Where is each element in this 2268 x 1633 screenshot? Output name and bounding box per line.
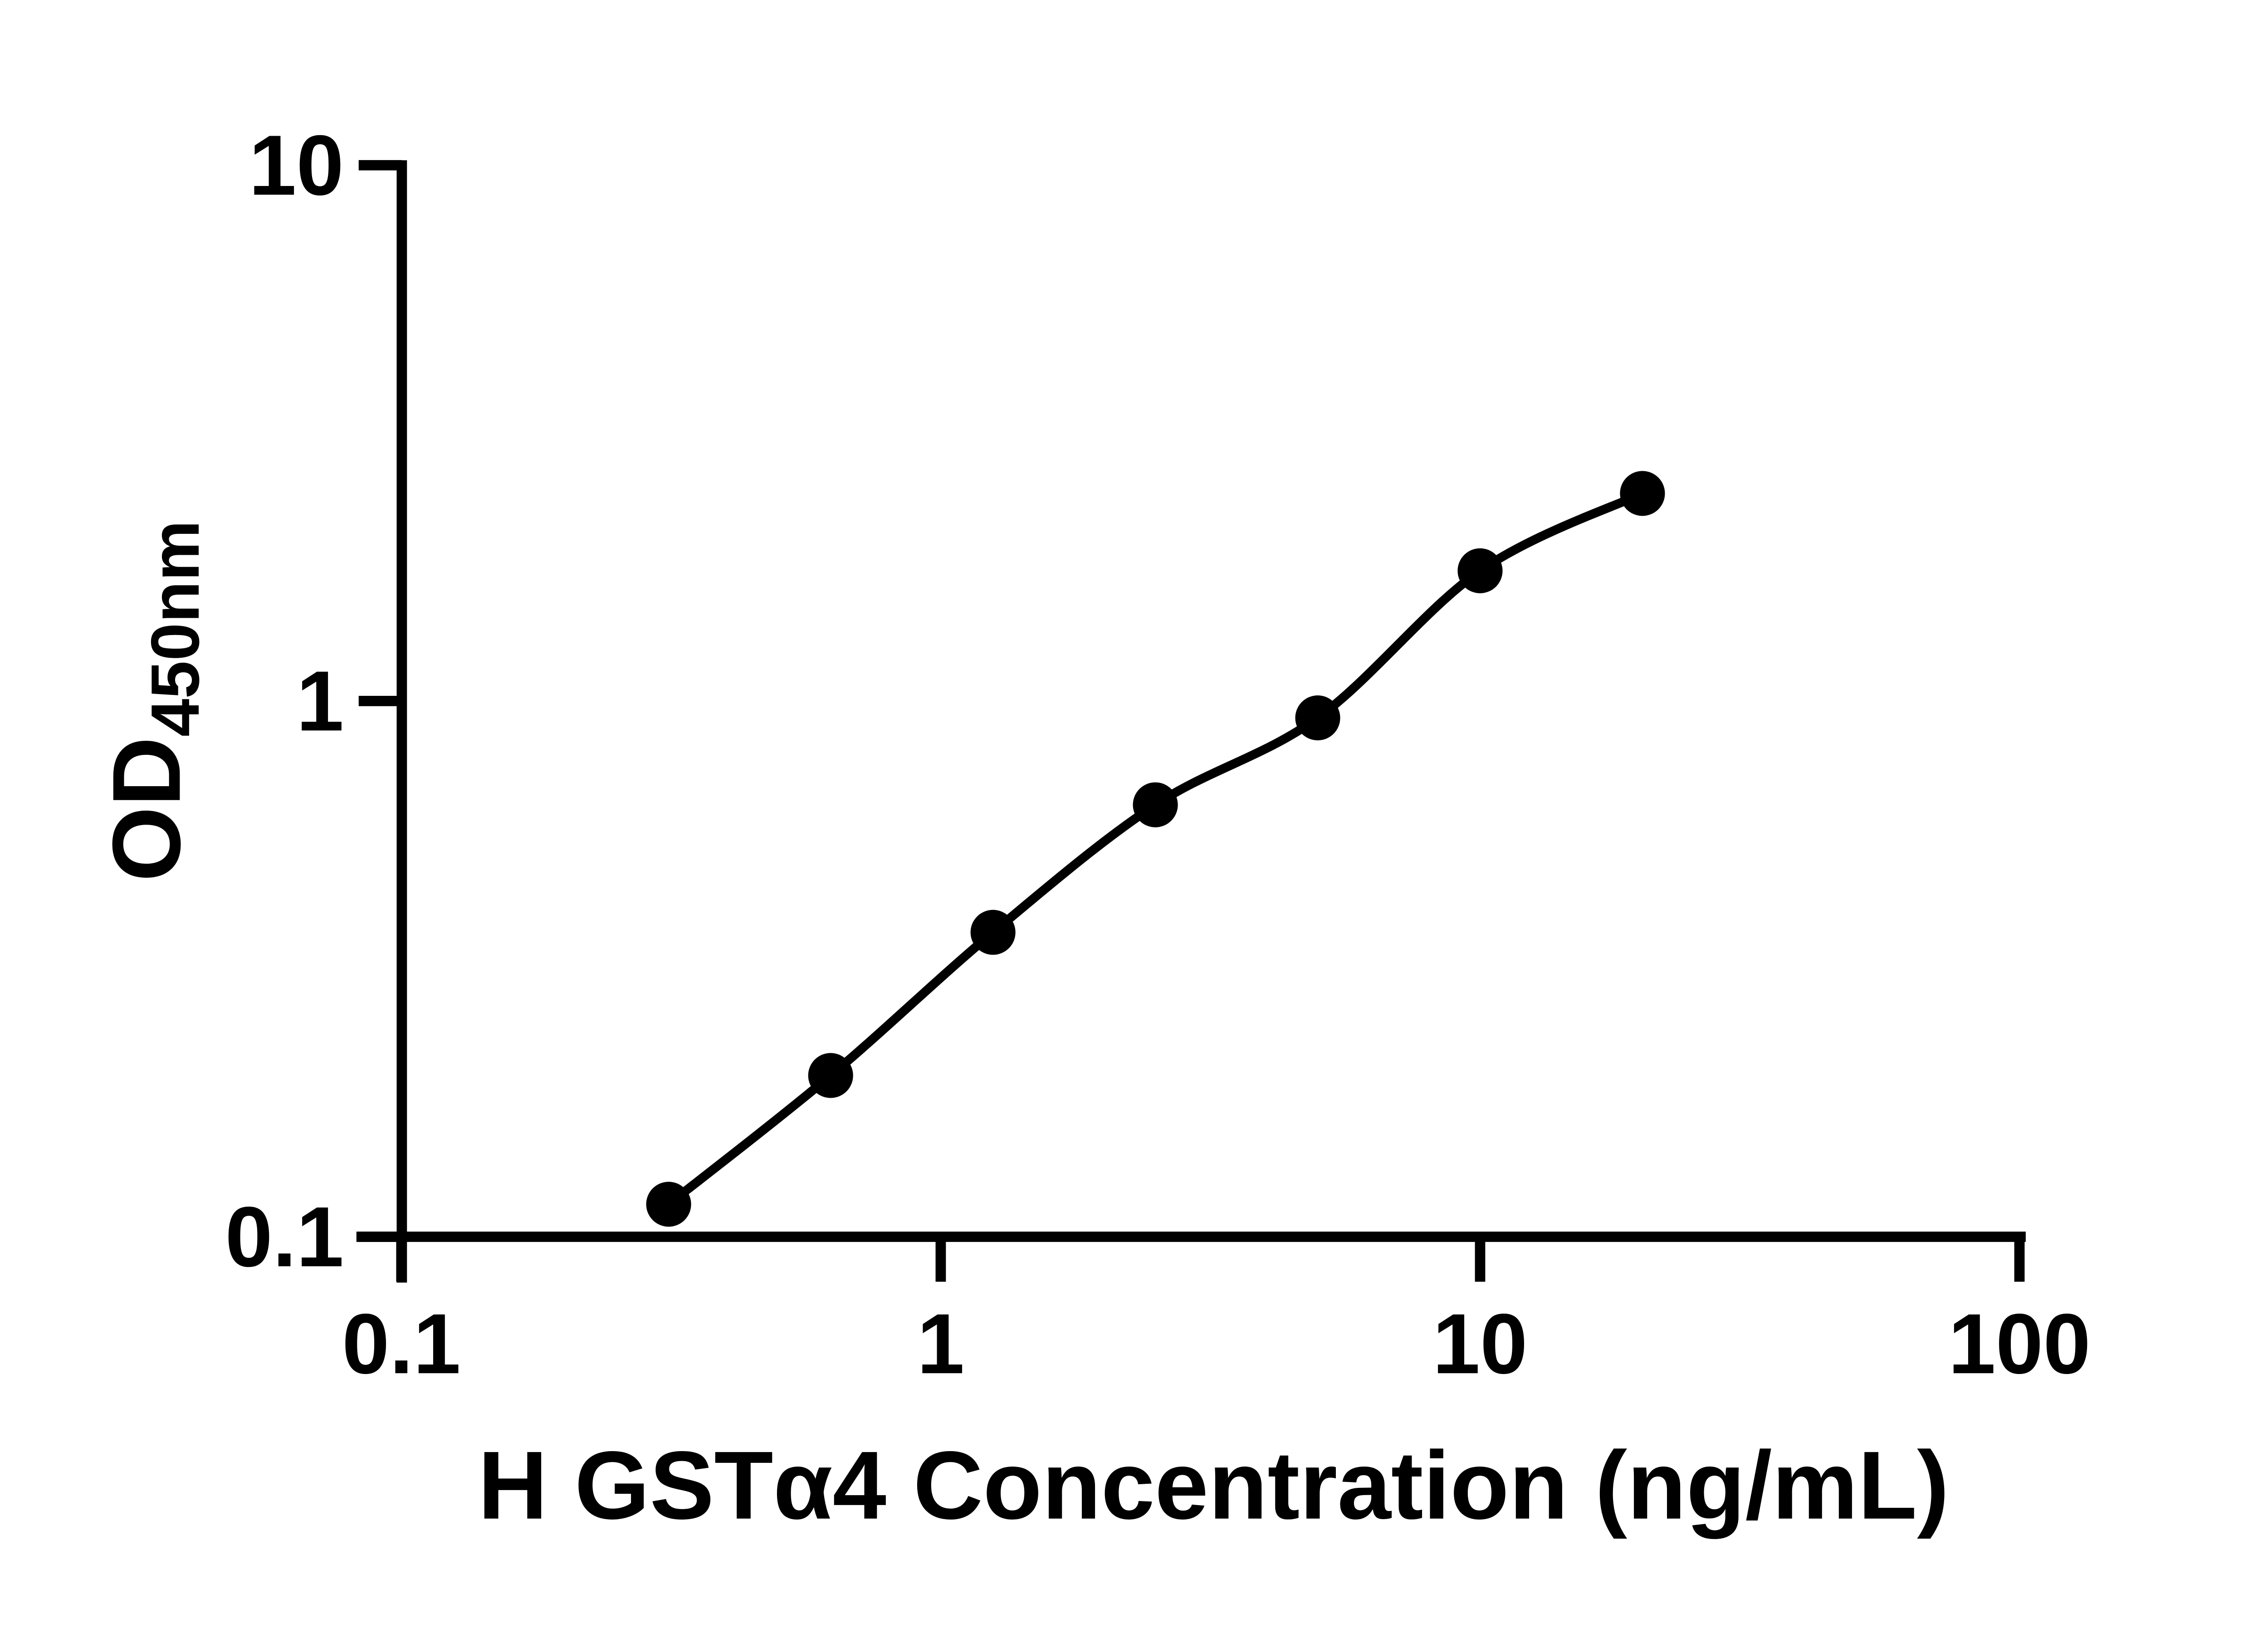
y-axis-title-subscript: 450nm xyxy=(137,520,213,737)
data-point-0.313 xyxy=(646,1182,691,1227)
data-points xyxy=(646,471,1665,1227)
data-point-10 xyxy=(1457,548,1503,593)
y-tick-label-1: 1 xyxy=(296,653,344,748)
y-tick-label-10: 10 xyxy=(249,117,344,213)
y-axis-title-main: OD xyxy=(93,737,200,882)
data-point-5 xyxy=(1295,695,1340,741)
x-tick-label-100: 100 xyxy=(1948,1296,2091,1391)
data-point-0.625 xyxy=(808,1053,853,1098)
x-tick-label-0.1: 0.1 xyxy=(342,1296,461,1391)
data-point-2.5 xyxy=(1133,782,1178,827)
y-axis-title: OD450nm xyxy=(93,520,213,882)
data-point-20 xyxy=(1620,471,1665,516)
y-tick-label-0.1: 0.1 xyxy=(225,1189,344,1284)
x-tick-label-10: 10 xyxy=(1432,1296,1527,1391)
plot-axes xyxy=(356,160,2026,1283)
x-axis-title: H GSTα4 Concentration (ng/mL) xyxy=(478,1432,1950,1540)
tick-labels: 0.1 1 10 100 0.1 1 10 xyxy=(225,117,2091,1391)
data-point-1.25 xyxy=(970,909,1016,955)
x-tick-label-1: 1 xyxy=(917,1296,965,1391)
